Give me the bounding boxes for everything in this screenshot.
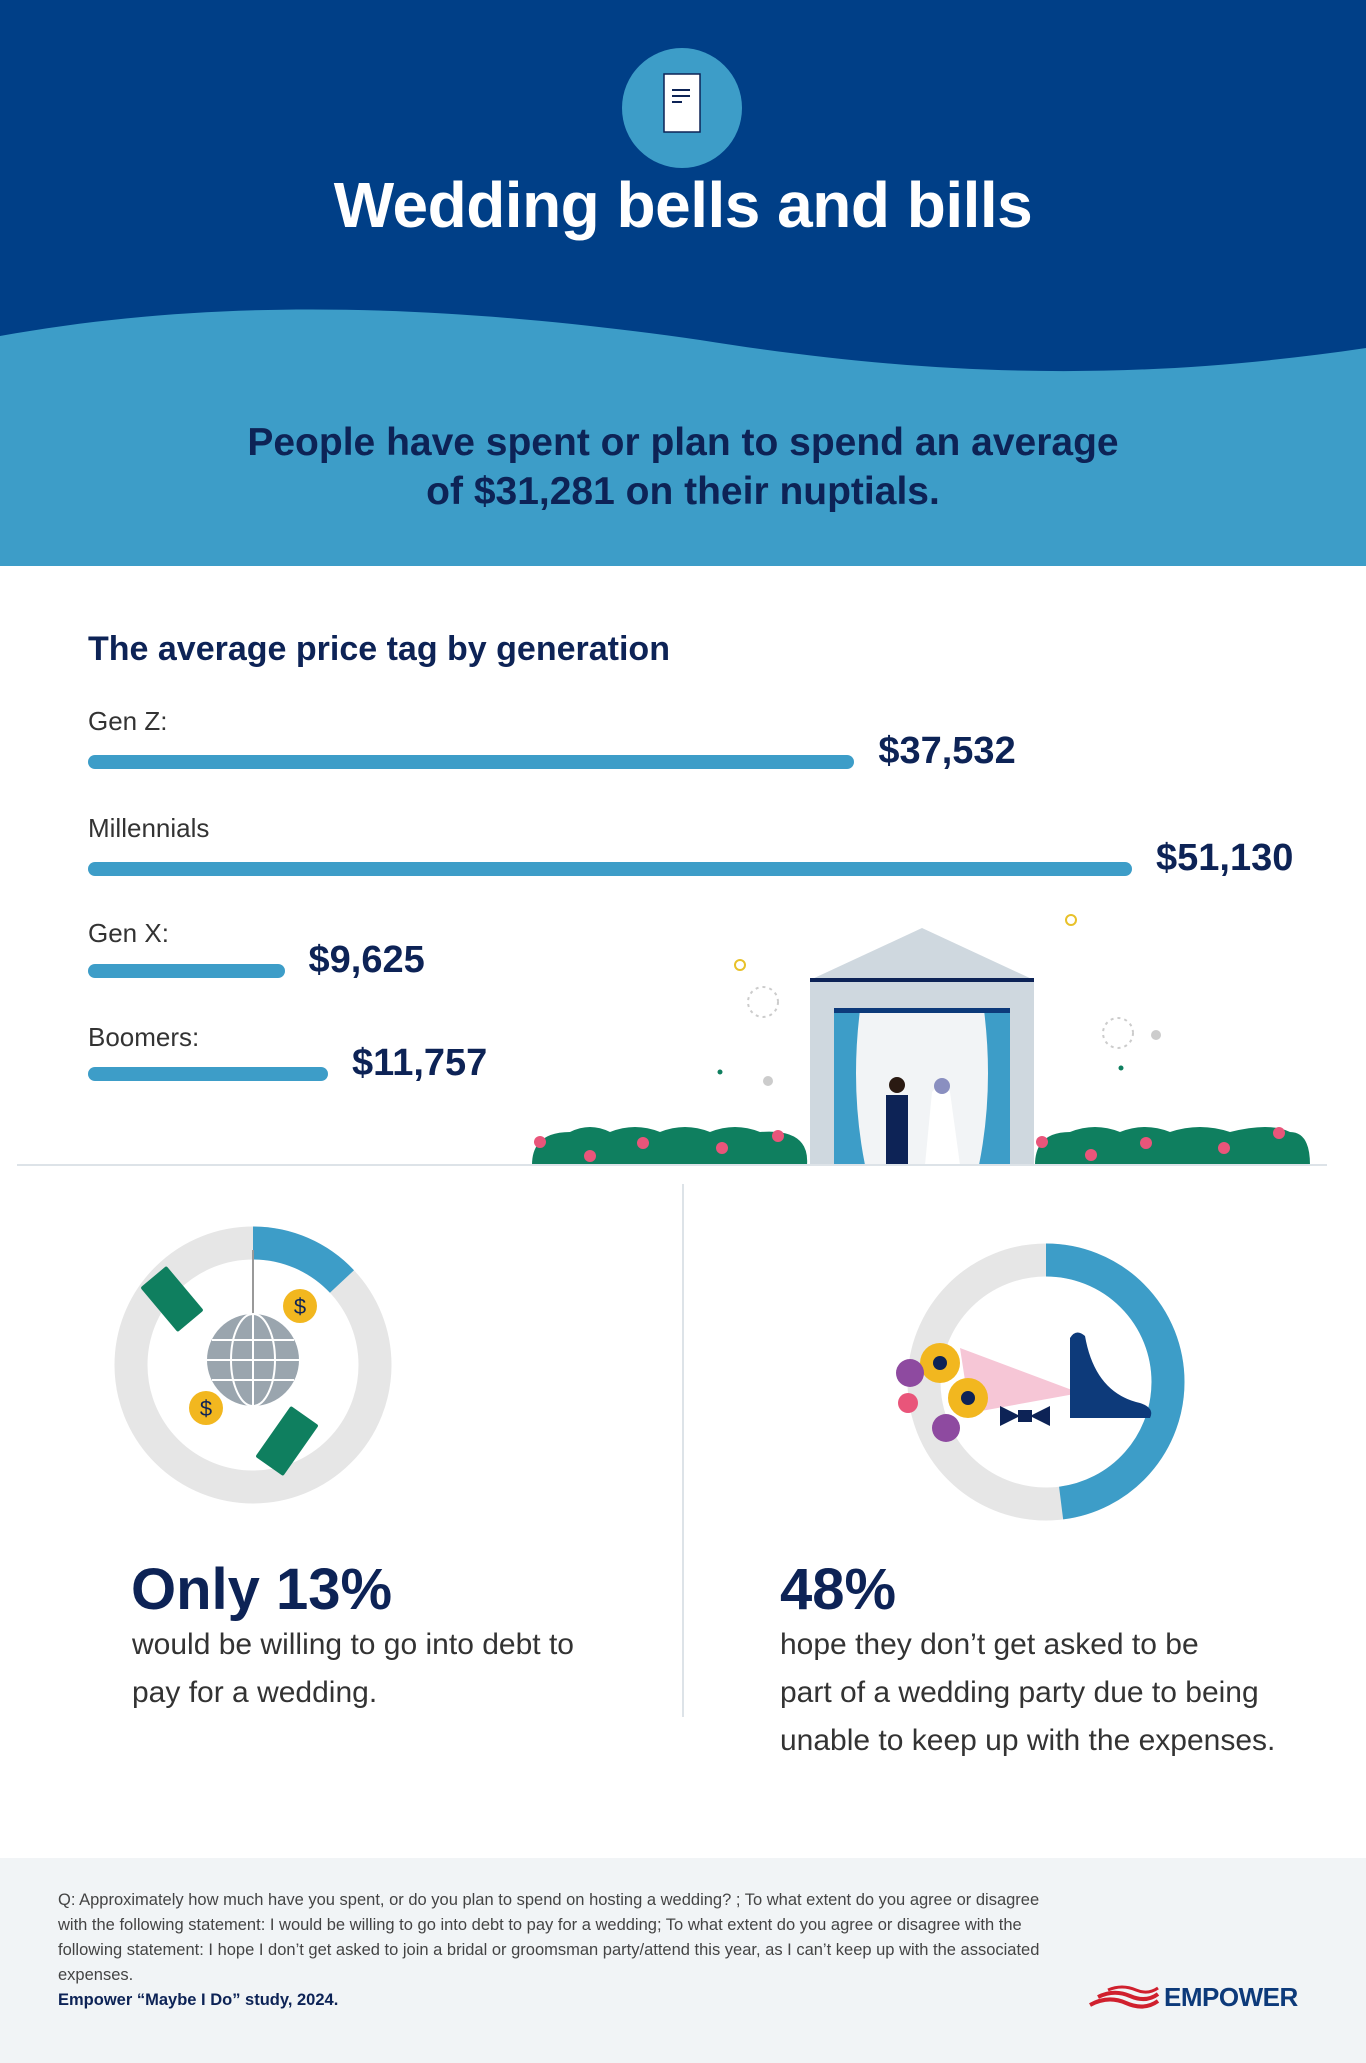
bar: [88, 755, 855, 769]
wedding-party-stat-headline: 48%: [780, 1557, 897, 1622]
disco-ball-money-icon: $ $: [141, 1250, 318, 1476]
empower-logo: EMPOWER: [1088, 1982, 1298, 2013]
svg-text:$: $: [200, 1396, 212, 1421]
wedding-party-donut-chart: [896, 1243, 1185, 1521]
bar-category-label: Boomers:: [88, 1022, 200, 1052]
bar-category-label: Gen X:: [88, 918, 169, 948]
scroll-icon: [622, 48, 742, 168]
stat-line: hope they don’t get asked to be: [780, 1628, 1199, 1661]
bar-value-label: $37,532: [878, 730, 1016, 772]
section-divider: [17, 1164, 1327, 1166]
bar: [88, 964, 285, 978]
source-citation: Empower “Maybe I Do” study, 2024.: [58, 1991, 339, 2009]
bar-value-label: $51,130: [1156, 837, 1294, 879]
survey-question: Q: Approximately how much have you spent…: [58, 1891, 1040, 1984]
pavilion-icon: [810, 928, 1034, 1165]
wedding-pavilion-illustration: [532, 914, 1310, 1165]
bar: [88, 862, 1132, 876]
wedding-party-stat-text: hope they don’t get asked to be part of …: [780, 1621, 1275, 1765]
empower-flag-icon: [1089, 1985, 1160, 2008]
stat-line: part of a wedding party due to being: [780, 1676, 1259, 1709]
donut-segment-13: [114, 1226, 392, 1504]
footer: [0, 1858, 1366, 2063]
bush-right: [1035, 1127, 1310, 1165]
bar-value-label: $11,757: [352, 1042, 488, 1084]
header-banner: Wedding bells and bills People have spen…: [0, 0, 1366, 566]
svg-text:$: $: [294, 1294, 306, 1319]
bouquet-shoe-bowtie-icon: [896, 1332, 1152, 1442]
debt-stat-text: would be willing to go into debt to pay …: [132, 1621, 574, 1717]
bush-left: [532, 1127, 808, 1165]
bar-value-label: $9,625: [308, 939, 425, 981]
bar-category-label: Gen Z:: [88, 706, 168, 736]
debt-donut-chart: $ $: [114, 1226, 392, 1504]
average-spend-subtitle: People have spent or plan to spend an av…: [0, 418, 1366, 516]
donut-segment-48: [907, 1243, 1185, 1521]
header-background: [0, 0, 1366, 566]
stat-line: would be willing to go into debt to: [132, 1628, 574, 1661]
column-divider: [682, 1184, 684, 1717]
bar-category-label: Millennials: [88, 813, 210, 843]
page-title: Wedding bells and bills: [333, 169, 1033, 241]
logo-text: EMPOWER: [1164, 1982, 1298, 2012]
footnote: Q: Approximately how much have you spent…: [58, 1888, 1068, 2013]
chart-title: The average price tag by generation: [88, 630, 670, 668]
subtitle-line: People have spent or plan to spend an av…: [247, 421, 1119, 464]
stat-line: unable to keep up with the expenses.: [780, 1724, 1276, 1757]
debt-stat-headline: Only 13%: [131, 1557, 393, 1622]
bar: [88, 1067, 329, 1081]
stat-line: pay for a wedding.: [132, 1676, 378, 1709]
subtitle-line: of $31,281 on their nuptials.: [426, 470, 940, 513]
